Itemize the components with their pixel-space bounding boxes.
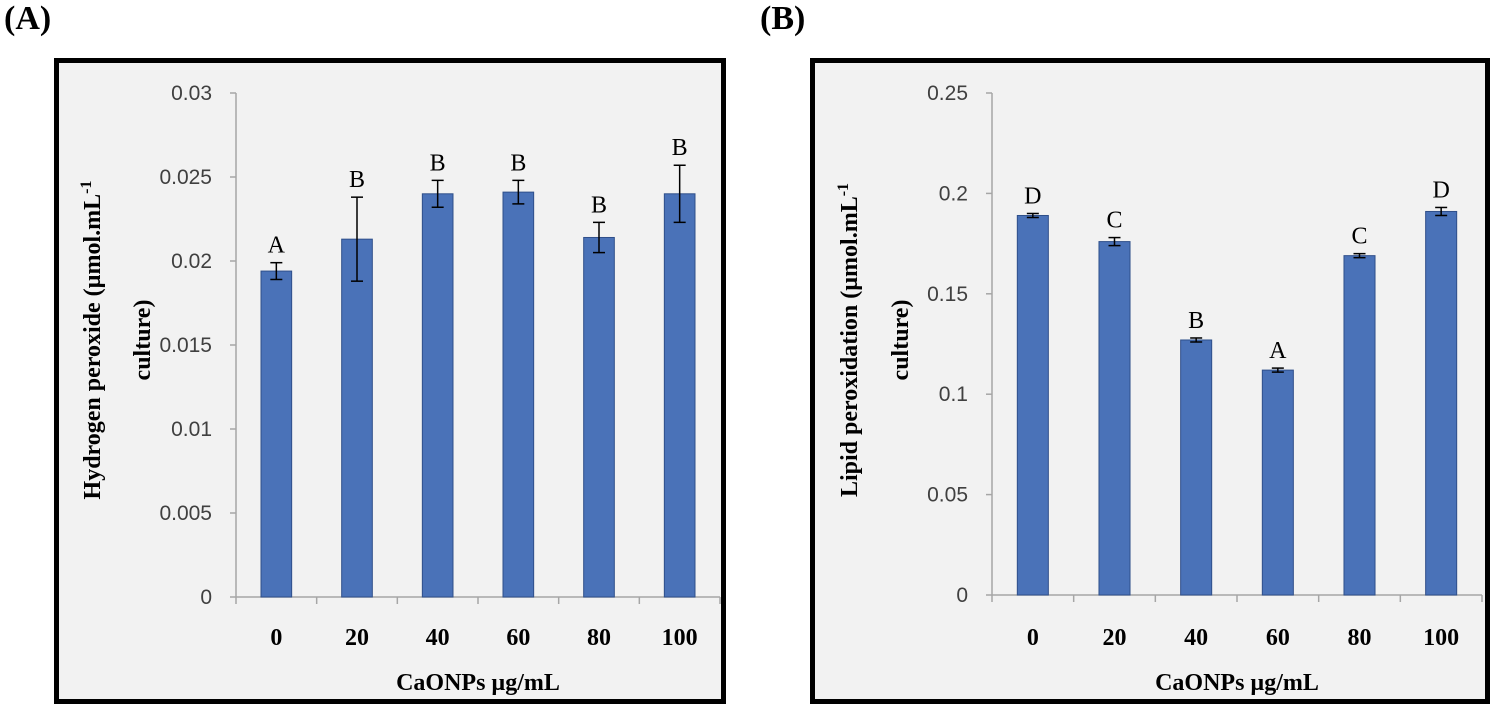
significance-letter: D: [1432, 177, 1449, 203]
significance-letter: B: [430, 150, 446, 176]
bar: [260, 270, 293, 598]
y-tick-label: 0.15: [927, 283, 968, 306]
y-tick-label: 0.015: [159, 334, 212, 357]
significance-letter: C: [1106, 208, 1122, 234]
y-tick-label: 0.05: [927, 484, 968, 507]
y-axis-title-superscript: -1: [78, 181, 95, 194]
significance-letter: B: [1188, 308, 1204, 334]
x-axis-title: CaONPs µg/mL: [1155, 670, 1319, 696]
panel-label-b: (B): [760, 0, 806, 37]
significance-letter: B: [510, 150, 526, 176]
x-axis-title: CaONPs µg/mL: [396, 670, 560, 696]
y-tick-label: 0.2: [939, 182, 968, 205]
chart-hydrogen-peroxide: 0 0.005 0.01 0.015 0.02 0.025 0.03 A 0 B 20 B 40 B 60 B…: [78, 82, 721, 696]
bar: [1261, 369, 1294, 596]
y-axis-title-line2: culture): [130, 300, 156, 381]
significance-letter: C: [1351, 224, 1367, 250]
x-tick-label: 100: [662, 625, 698, 651]
y-tick-label: 0.25: [927, 82, 968, 105]
bar: [1098, 241, 1131, 596]
x-tick-label: 0: [270, 625, 282, 651]
y-tick-label: 0.02: [171, 250, 212, 273]
x-tick-label: 20: [345, 625, 369, 651]
y-axis-title: Lipid peroxidation (µmol.mL-1: [835, 183, 863, 497]
significance-letter: D: [1024, 183, 1041, 209]
panel-label-a: (A): [4, 0, 52, 37]
y-axis-title-superscript: -1: [835, 183, 852, 196]
y-tick-label: 0.03: [171, 82, 212, 105]
y-axis-title-line2: culture): [888, 300, 914, 381]
bar: [1425, 210, 1458, 596]
significance-letter: A: [1269, 338, 1287, 364]
y-tick-label: 0.005: [159, 502, 212, 525]
y-tick-label: 0: [956, 584, 968, 607]
bar: [341, 238, 373, 598]
y-axis-title-main: Lipid peroxidation (µmol.mL: [837, 196, 863, 497]
bar: [583, 236, 615, 598]
x-tick-label: 100: [1423, 625, 1459, 651]
bar: [663, 193, 696, 598]
x-tick-label: 40: [1184, 625, 1208, 651]
x-tick-label: 20: [1103, 625, 1127, 651]
x-tick-label: 60: [1266, 625, 1290, 651]
bar: [421, 193, 454, 598]
bar: [502, 191, 535, 598]
significance-letter: A: [268, 233, 286, 259]
bar: [1180, 339, 1213, 596]
significance-letter: B: [349, 167, 365, 193]
chart-frame-lipid-peroxidation: [810, 58, 1490, 704]
y-tick-label: 0.025: [159, 166, 212, 189]
significance-letter: B: [591, 192, 607, 218]
significance-letter: B: [672, 135, 688, 161]
bar: [1343, 255, 1376, 596]
chart-lipid-peroxidation: 0 0.05 0.1 0.15 0.2 0.25 D 0 C 20 B 40 A 60 C 80 D 100 CaO…: [835, 82, 1483, 696]
x-tick-label: 0: [1027, 625, 1039, 651]
y-tick-label: 0.1: [939, 383, 968, 406]
y-axis-title-main: Hydrogen peroxide (µmol.mL: [80, 194, 106, 500]
x-tick-label: 60: [506, 625, 530, 651]
y-tick-label: 0.01: [171, 418, 212, 441]
x-tick-label: 40: [426, 625, 450, 651]
x-tick-label: 80: [1348, 625, 1372, 651]
x-tick-label: 80: [587, 625, 611, 651]
y-axis-title: Hydrogen peroxide (µmol.mL-1: [78, 181, 106, 500]
y-tick-label: 0: [200, 586, 212, 609]
bar: [1016, 214, 1049, 596]
